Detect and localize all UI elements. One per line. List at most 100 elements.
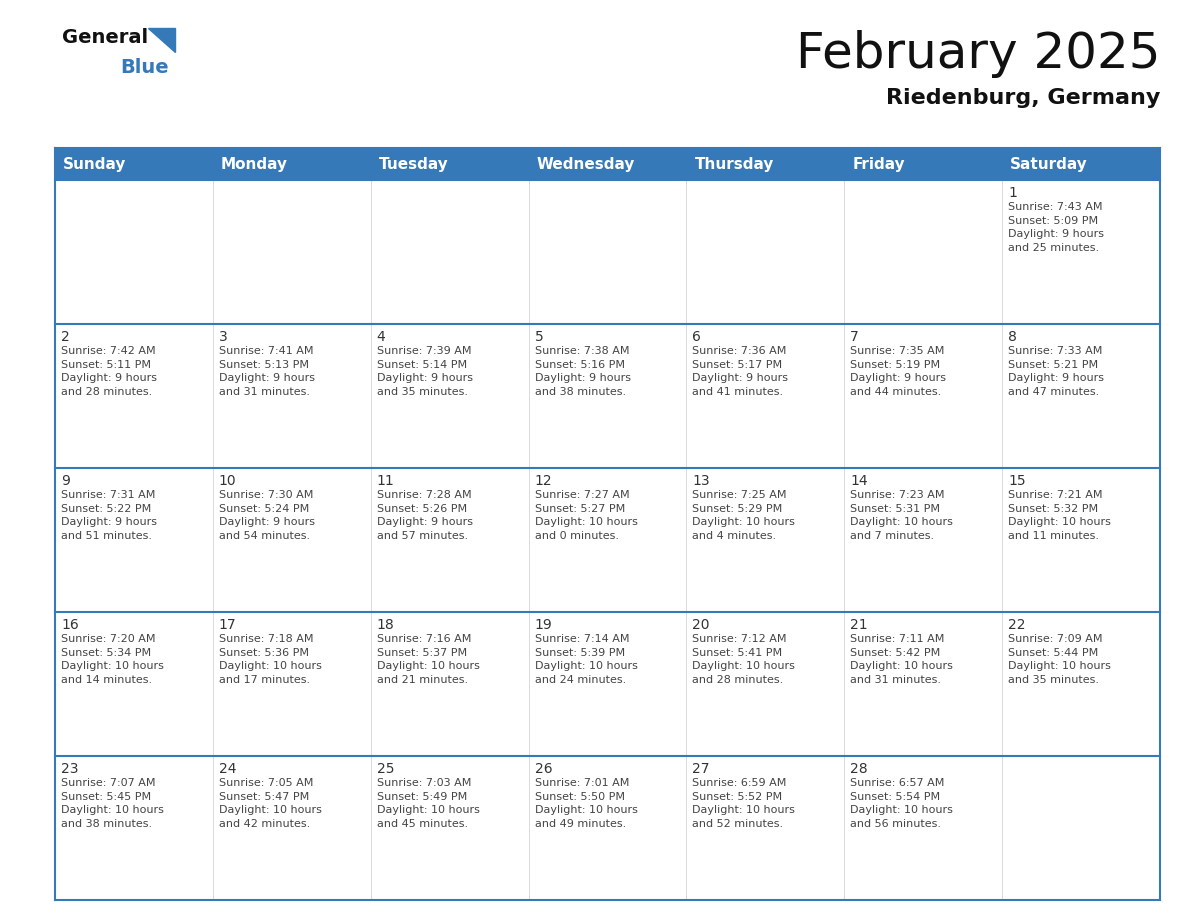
Text: 16: 16 xyxy=(61,618,78,632)
Text: 10: 10 xyxy=(219,474,236,488)
Bar xyxy=(687,468,845,612)
Bar xyxy=(55,324,213,468)
Bar xyxy=(529,324,687,468)
Bar xyxy=(529,468,687,612)
Text: Sunrise: 7:21 AM
Sunset: 5:32 PM
Daylight: 10 hours
and 11 minutes.: Sunrise: 7:21 AM Sunset: 5:32 PM Dayligh… xyxy=(1009,490,1111,541)
Text: Sunrise: 7:33 AM
Sunset: 5:21 PM
Daylight: 9 hours
and 47 minutes.: Sunrise: 7:33 AM Sunset: 5:21 PM Dayligh… xyxy=(1009,346,1104,397)
Text: 20: 20 xyxy=(693,618,710,632)
Text: 22: 22 xyxy=(1009,618,1025,632)
Text: Blue: Blue xyxy=(120,58,169,77)
Bar xyxy=(371,148,529,180)
Text: 25: 25 xyxy=(377,762,394,776)
Text: 5: 5 xyxy=(535,330,543,344)
Text: 21: 21 xyxy=(851,618,868,632)
Text: 24: 24 xyxy=(219,762,236,776)
Text: 8: 8 xyxy=(1009,330,1017,344)
Text: Sunrise: 7:42 AM
Sunset: 5:11 PM
Daylight: 9 hours
and 28 minutes.: Sunrise: 7:42 AM Sunset: 5:11 PM Dayligh… xyxy=(61,346,157,397)
Bar xyxy=(845,148,1003,180)
Bar xyxy=(845,756,1003,900)
Bar xyxy=(1003,148,1159,180)
Text: Sunrise: 7:03 AM
Sunset: 5:49 PM
Daylight: 10 hours
and 45 minutes.: Sunrise: 7:03 AM Sunset: 5:49 PM Dayligh… xyxy=(377,778,480,829)
Text: 13: 13 xyxy=(693,474,710,488)
Bar xyxy=(1003,324,1159,468)
Text: Sunrise: 7:28 AM
Sunset: 5:26 PM
Daylight: 9 hours
and 57 minutes.: Sunrise: 7:28 AM Sunset: 5:26 PM Dayligh… xyxy=(377,490,473,541)
Bar xyxy=(529,148,687,180)
Text: Sunday: Sunday xyxy=(63,156,126,172)
Text: Sunrise: 7:30 AM
Sunset: 5:24 PM
Daylight: 9 hours
and 54 minutes.: Sunrise: 7:30 AM Sunset: 5:24 PM Dayligh… xyxy=(219,490,315,541)
Text: February 2025: February 2025 xyxy=(796,30,1159,78)
Text: 17: 17 xyxy=(219,618,236,632)
Text: Sunrise: 7:01 AM
Sunset: 5:50 PM
Daylight: 10 hours
and 49 minutes.: Sunrise: 7:01 AM Sunset: 5:50 PM Dayligh… xyxy=(535,778,638,829)
Text: Friday: Friday xyxy=(852,156,905,172)
Text: 11: 11 xyxy=(377,474,394,488)
Bar xyxy=(845,180,1003,324)
Bar xyxy=(1003,612,1159,756)
Bar xyxy=(371,180,529,324)
Bar xyxy=(1003,468,1159,612)
Polygon shape xyxy=(148,28,175,52)
Bar xyxy=(687,324,845,468)
Bar xyxy=(213,612,371,756)
Bar xyxy=(371,468,529,612)
Text: General: General xyxy=(62,28,148,47)
Text: Tuesday: Tuesday xyxy=(379,156,448,172)
Text: Sunrise: 7:41 AM
Sunset: 5:13 PM
Daylight: 9 hours
and 31 minutes.: Sunrise: 7:41 AM Sunset: 5:13 PM Dayligh… xyxy=(219,346,315,397)
Text: Sunrise: 7:16 AM
Sunset: 5:37 PM
Daylight: 10 hours
and 21 minutes.: Sunrise: 7:16 AM Sunset: 5:37 PM Dayligh… xyxy=(377,634,480,685)
Text: 1: 1 xyxy=(1009,186,1017,200)
Bar xyxy=(213,468,371,612)
Bar xyxy=(55,180,213,324)
Text: Sunrise: 7:35 AM
Sunset: 5:19 PM
Daylight: 9 hours
and 44 minutes.: Sunrise: 7:35 AM Sunset: 5:19 PM Dayligh… xyxy=(851,346,947,397)
Text: 18: 18 xyxy=(377,618,394,632)
Text: 4: 4 xyxy=(377,330,385,344)
Bar xyxy=(529,612,687,756)
Bar xyxy=(55,612,213,756)
Text: Sunrise: 7:05 AM
Sunset: 5:47 PM
Daylight: 10 hours
and 42 minutes.: Sunrise: 7:05 AM Sunset: 5:47 PM Dayligh… xyxy=(219,778,322,829)
Text: Sunrise: 6:59 AM
Sunset: 5:52 PM
Daylight: 10 hours
and 52 minutes.: Sunrise: 6:59 AM Sunset: 5:52 PM Dayligh… xyxy=(693,778,795,829)
Text: 12: 12 xyxy=(535,474,552,488)
Text: Sunrise: 7:39 AM
Sunset: 5:14 PM
Daylight: 9 hours
and 35 minutes.: Sunrise: 7:39 AM Sunset: 5:14 PM Dayligh… xyxy=(377,346,473,397)
Bar xyxy=(55,756,213,900)
Bar xyxy=(55,148,213,180)
Text: Sunrise: 7:09 AM
Sunset: 5:44 PM
Daylight: 10 hours
and 35 minutes.: Sunrise: 7:09 AM Sunset: 5:44 PM Dayligh… xyxy=(1009,634,1111,685)
Text: 19: 19 xyxy=(535,618,552,632)
Bar xyxy=(529,180,687,324)
Text: Sunrise: 7:20 AM
Sunset: 5:34 PM
Daylight: 10 hours
and 14 minutes.: Sunrise: 7:20 AM Sunset: 5:34 PM Dayligh… xyxy=(61,634,164,685)
Text: Sunrise: 7:27 AM
Sunset: 5:27 PM
Daylight: 10 hours
and 0 minutes.: Sunrise: 7:27 AM Sunset: 5:27 PM Dayligh… xyxy=(535,490,638,541)
Bar xyxy=(213,148,371,180)
Text: Sunrise: 7:25 AM
Sunset: 5:29 PM
Daylight: 10 hours
and 4 minutes.: Sunrise: 7:25 AM Sunset: 5:29 PM Dayligh… xyxy=(693,490,795,541)
Text: Sunrise: 7:36 AM
Sunset: 5:17 PM
Daylight: 9 hours
and 41 minutes.: Sunrise: 7:36 AM Sunset: 5:17 PM Dayligh… xyxy=(693,346,789,397)
Bar xyxy=(687,148,845,180)
Text: 6: 6 xyxy=(693,330,701,344)
Bar xyxy=(845,324,1003,468)
Text: 23: 23 xyxy=(61,762,78,776)
Bar xyxy=(213,324,371,468)
Text: Sunrise: 7:12 AM
Sunset: 5:41 PM
Daylight: 10 hours
and 28 minutes.: Sunrise: 7:12 AM Sunset: 5:41 PM Dayligh… xyxy=(693,634,795,685)
Text: Sunrise: 7:23 AM
Sunset: 5:31 PM
Daylight: 10 hours
and 7 minutes.: Sunrise: 7:23 AM Sunset: 5:31 PM Dayligh… xyxy=(851,490,953,541)
Bar xyxy=(213,180,371,324)
Text: 3: 3 xyxy=(219,330,228,344)
Text: 28: 28 xyxy=(851,762,868,776)
Bar xyxy=(213,756,371,900)
Text: Sunrise: 7:18 AM
Sunset: 5:36 PM
Daylight: 10 hours
and 17 minutes.: Sunrise: 7:18 AM Sunset: 5:36 PM Dayligh… xyxy=(219,634,322,685)
Bar xyxy=(687,180,845,324)
Bar xyxy=(1003,756,1159,900)
Text: Thursday: Thursday xyxy=(695,156,773,172)
Bar xyxy=(845,612,1003,756)
Text: 2: 2 xyxy=(61,330,70,344)
Bar xyxy=(371,324,529,468)
Text: Sunrise: 7:11 AM
Sunset: 5:42 PM
Daylight: 10 hours
and 31 minutes.: Sunrise: 7:11 AM Sunset: 5:42 PM Dayligh… xyxy=(851,634,953,685)
Text: 14: 14 xyxy=(851,474,868,488)
Bar xyxy=(55,468,213,612)
Text: Riedenburg, Germany: Riedenburg, Germany xyxy=(885,88,1159,108)
Bar xyxy=(371,756,529,900)
Bar xyxy=(687,756,845,900)
Bar xyxy=(371,612,529,756)
Text: 7: 7 xyxy=(851,330,859,344)
Text: Sunrise: 7:14 AM
Sunset: 5:39 PM
Daylight: 10 hours
and 24 minutes.: Sunrise: 7:14 AM Sunset: 5:39 PM Dayligh… xyxy=(535,634,638,685)
Text: 15: 15 xyxy=(1009,474,1025,488)
Text: 26: 26 xyxy=(535,762,552,776)
Bar xyxy=(687,612,845,756)
Text: Sunrise: 7:38 AM
Sunset: 5:16 PM
Daylight: 9 hours
and 38 minutes.: Sunrise: 7:38 AM Sunset: 5:16 PM Dayligh… xyxy=(535,346,631,397)
Bar xyxy=(1003,180,1159,324)
Text: 9: 9 xyxy=(61,474,70,488)
